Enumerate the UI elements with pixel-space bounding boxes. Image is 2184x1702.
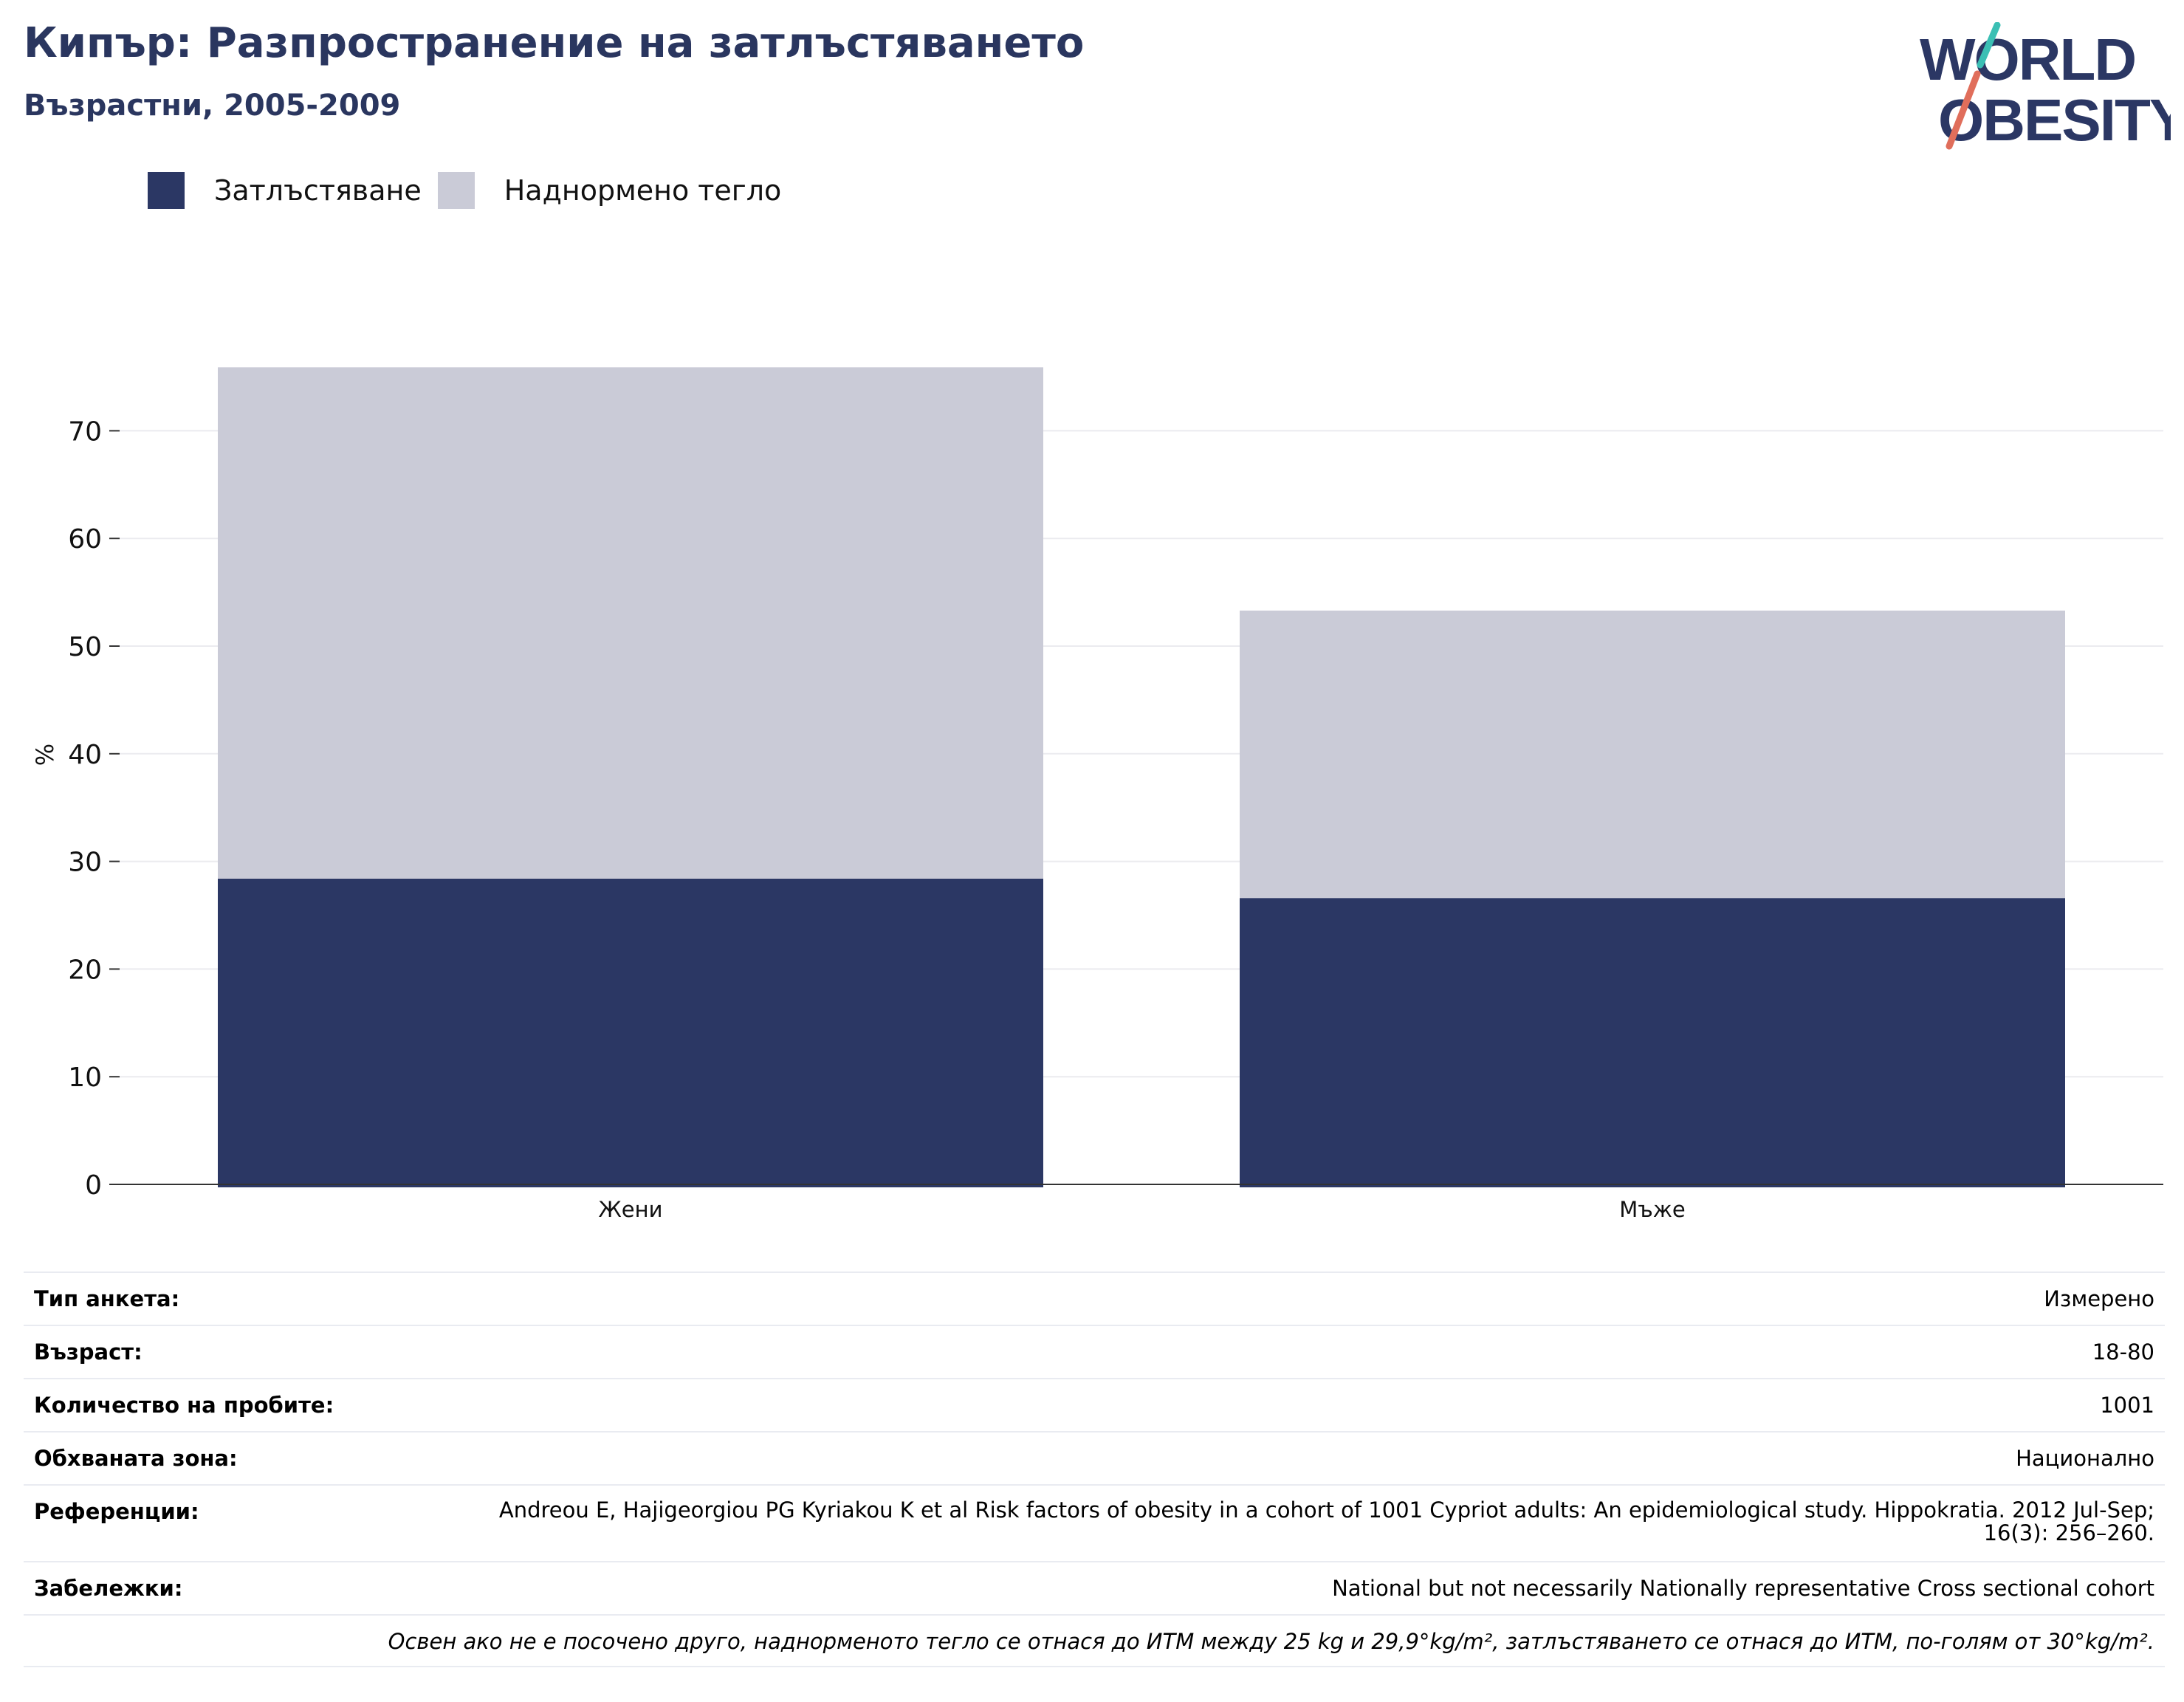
detail-row-survey-type: Тип анкета: Измерено <box>24 1272 2165 1325</box>
bar-obesity-2[interactable] <box>1240 898 2065 1187</box>
y-tick-label: 0 <box>85 1170 102 1201</box>
bar-obesity-1[interactable] <box>218 878 1043 1187</box>
legend-swatch-overweight <box>437 172 475 209</box>
detail-row-notes: Забележки: National but not necessarily … <box>24 1561 2165 1614</box>
footnote-text: Освен ако не е посочено друго, наднормен… <box>388 1629 2154 1654</box>
detail-label: Забележки: <box>34 1576 183 1601</box>
detail-label: Обхваната зона: <box>34 1446 238 1471</box>
detail-value: National but not necessarily Nationally … <box>1332 1576 2154 1601</box>
detail-value: Andreou E, Hajigeorgiou PG Kyriakou K et… <box>498 1497 2154 1545</box>
detail-row-coverage: Обхваната зона: Национално <box>24 1431 2165 1484</box>
detail-label: Референции: <box>34 1499 199 1524</box>
chart-subtitle: Възрастни, 2005-2009 <box>24 89 401 123</box>
svg-text:OBESITY: OBESITY <box>1938 87 2171 153</box>
y-tick-label: 40 <box>68 740 102 770</box>
detail-row-sample-size: Количество на пробите: 1001 <box>24 1378 2165 1431</box>
svg-text:WORLD: WORLD <box>1920 27 2135 92</box>
detail-label: Възраст: <box>34 1339 142 1365</box>
x-tick-label: Жени <box>599 1197 663 1222</box>
chart-title: Кипър: Разпространение на затлъстяването <box>24 19 1085 67</box>
y-tick-label: 20 <box>68 955 102 985</box>
detail-value: 1001 <box>2100 1393 2154 1418</box>
detail-row-age: Възраст: 18-80 <box>24 1325 2165 1378</box>
bar-overweight-2[interactable] <box>1240 610 2065 899</box>
x-tick-label: Мъже <box>1619 1197 1685 1222</box>
detail-row-references: Референции: Andreou E, Hajigeorgiou PG K… <box>24 1484 2165 1561</box>
legend-label-obesity: Затлъстяване <box>214 174 422 207</box>
chart-legend: Затлъстяване Наднормено тегло <box>148 168 797 213</box>
legend-label-overweight: Наднормено тегло <box>504 174 782 207</box>
detail-value: Измерено <box>2044 1286 2154 1311</box>
y-tick-label: 50 <box>68 632 102 662</box>
survey-details-table: Тип анкета: Измерено Възраст: 18-80 Коли… <box>24 1272 2165 1667</box>
bar-overweight-1[interactable] <box>218 367 1043 879</box>
bar-chart: 0 10 20 30 40 50 60 70 Жени Мъже % <box>31 367 2163 1222</box>
y-axis-label: % <box>31 744 59 766</box>
detail-label: Тип анкета: <box>34 1286 180 1311</box>
detail-value: 18-80 <box>2092 1339 2154 1365</box>
y-tick-label: 10 <box>68 1063 102 1093</box>
legend-item-obesity[interactable]: Затлъстяване <box>148 172 422 209</box>
y-tick-label: 70 <box>68 416 102 447</box>
detail-label: Количество на пробите: <box>34 1393 334 1418</box>
world-obesity-logo: WORLD OBESITY <box>1920 22 2171 153</box>
footnote: Освен ако не е посочено друго, наднормен… <box>24 1614 2165 1667</box>
y-tick-label: 30 <box>68 848 102 878</box>
detail-value: Национално <box>2016 1446 2154 1471</box>
legend-item-overweight[interactable]: Наднормено тегло <box>437 172 782 209</box>
legend-swatch-obesity <box>148 172 185 209</box>
y-tick-label: 60 <box>68 524 102 555</box>
